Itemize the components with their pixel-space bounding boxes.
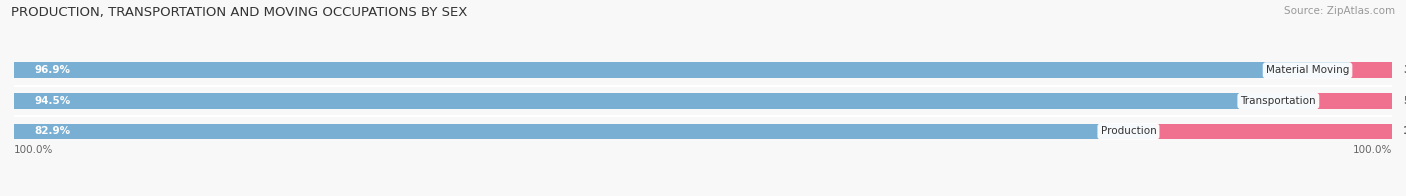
Text: 94.5%: 94.5%: [35, 96, 70, 106]
Text: PRODUCTION, TRANSPORTATION AND MOVING OCCUPATIONS BY SEX: PRODUCTION, TRANSPORTATION AND MOVING OC…: [11, 6, 468, 19]
Text: 5.5%: 5.5%: [1403, 96, 1406, 106]
Bar: [1156, 123, 1392, 139]
Text: 100.0%: 100.0%: [1353, 145, 1392, 155]
Bar: [1350, 63, 1392, 78]
Text: Transportation: Transportation: [1240, 96, 1316, 106]
Bar: [14, 63, 1350, 78]
Text: 96.9%: 96.9%: [35, 65, 70, 75]
Bar: [14, 63, 1392, 78]
Text: Source: ZipAtlas.com: Source: ZipAtlas.com: [1284, 6, 1395, 16]
Bar: [1316, 93, 1392, 109]
Text: 17.1%: 17.1%: [1403, 126, 1406, 136]
Bar: [14, 93, 1316, 109]
Bar: [14, 123, 1392, 139]
Text: 3.1%: 3.1%: [1403, 65, 1406, 75]
Bar: [14, 93, 1392, 109]
Text: 100.0%: 100.0%: [14, 145, 53, 155]
Text: Production: Production: [1101, 126, 1156, 136]
Text: 82.9%: 82.9%: [35, 126, 70, 136]
Text: Material Moving: Material Moving: [1265, 65, 1350, 75]
Bar: [14, 123, 1156, 139]
